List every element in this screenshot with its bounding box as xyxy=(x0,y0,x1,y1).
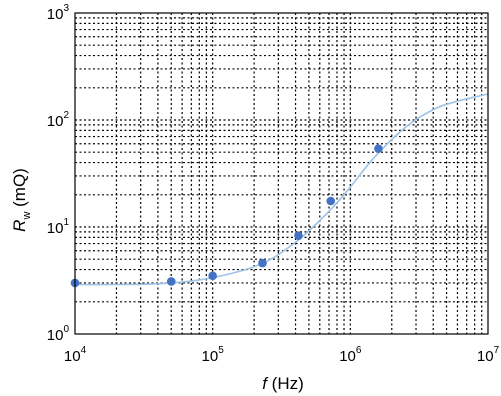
x-tick-label: 104 xyxy=(64,345,87,365)
data-point xyxy=(258,258,267,268)
data-point xyxy=(326,196,335,206)
x-tick-label: 106 xyxy=(339,345,362,365)
plot-frame xyxy=(74,12,489,335)
x-axis-label: f (Hz) xyxy=(262,374,304,393)
x-tick-labels: 104 105 106 107 xyxy=(64,345,500,365)
data-point xyxy=(294,231,303,240)
y-tick-labels: 100 101 102 103 xyxy=(47,3,70,344)
data-point xyxy=(374,144,383,153)
y-tick-label: 103 xyxy=(47,3,70,23)
fit-curve-group xyxy=(74,93,489,286)
grid xyxy=(75,13,488,334)
fit-curve xyxy=(74,93,489,286)
y-tick-label: 101 xyxy=(47,217,70,237)
data-points xyxy=(70,144,383,288)
y-tick-label: 102 xyxy=(47,110,70,130)
data-point xyxy=(208,271,217,281)
y-axis-label: Rw (mQ) xyxy=(10,168,33,232)
x-tick-label: 107 xyxy=(477,345,500,365)
y-tick-label: 100 xyxy=(47,324,70,344)
data-point xyxy=(166,277,176,286)
x-tick-label: 105 xyxy=(202,345,225,365)
